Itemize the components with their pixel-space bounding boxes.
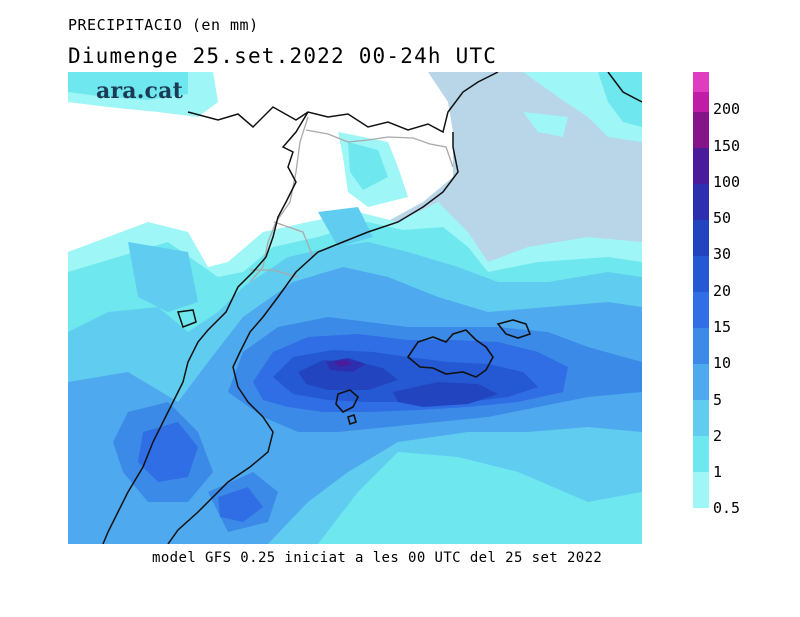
legend-swatch bbox=[693, 256, 709, 292]
precip-band-100 bbox=[333, 360, 352, 367]
legend-label-10: 10 bbox=[713, 354, 732, 372]
legend-label-2: 2 bbox=[713, 427, 723, 445]
legend-label-15: 15 bbox=[713, 318, 732, 336]
legend-label-30: 30 bbox=[713, 245, 732, 263]
legend-swatch bbox=[693, 148, 709, 184]
legend-label-200: 200 bbox=[713, 100, 741, 118]
legend-swatch bbox=[693, 92, 709, 112]
model-info-caption: model GFS 0.25 iniciat a les 00 UTC del … bbox=[152, 550, 603, 566]
precipitation-map bbox=[68, 72, 642, 544]
legend-swatch bbox=[693, 72, 709, 92]
legend-label-5: 5 bbox=[713, 391, 723, 409]
legend-label-0-5: 0.5 bbox=[713, 499, 741, 517]
legend-swatch bbox=[693, 400, 709, 436]
legend-swatch bbox=[693, 472, 709, 508]
legend-label-1: 1 bbox=[713, 463, 723, 481]
legend-swatch bbox=[693, 328, 709, 364]
precip-band-30 bbox=[298, 360, 498, 407]
legend-label-50: 50 bbox=[713, 209, 732, 227]
legend-label-20: 20 bbox=[713, 282, 732, 300]
legend-swatch bbox=[693, 364, 709, 400]
regional-borders bbox=[249, 116, 454, 283]
variable-title: PRECIPITACIO (en mm) bbox=[68, 16, 259, 34]
legend-label-100: 100 bbox=[713, 173, 741, 191]
legend-swatch bbox=[693, 436, 709, 472]
legend-label-150: 150 bbox=[713, 137, 741, 155]
legend-swatch bbox=[693, 292, 709, 328]
balearic-islands bbox=[335, 319, 532, 426]
legend-swatch bbox=[693, 184, 709, 220]
map-canvas bbox=[68, 72, 642, 544]
legend-swatch bbox=[693, 112, 709, 148]
ara-cat-logo: ara.cat bbox=[96, 78, 183, 104]
precipitation-legend bbox=[693, 72, 709, 508]
coastlines bbox=[102, 72, 642, 544]
legend-swatch bbox=[693, 220, 709, 256]
forecast-period-title: Diumenge 25.set.2022 00-24h UTC bbox=[68, 44, 498, 68]
